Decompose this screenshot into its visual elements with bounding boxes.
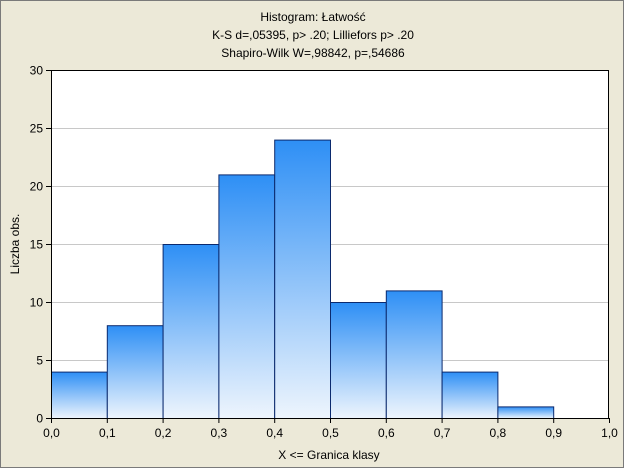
- histogram-bar: [274, 139, 332, 419]
- y-tick-label: 30: [30, 64, 44, 78]
- histogram-bar: [106, 325, 164, 420]
- x-tick-label: 0,7: [434, 426, 451, 440]
- x-tick-label: 1,0: [601, 426, 618, 440]
- histogram-bar: [51, 371, 108, 420]
- x-tick-label: 0,5: [322, 426, 339, 440]
- x-tick-label: 0,3: [211, 426, 228, 440]
- chart-title: Histogram: Łatwość: [260, 10, 366, 24]
- y-tick-label: 10: [30, 296, 44, 310]
- chart-subtitle-ks: K-S d=,05395, p> .20; Lilliefors p> .20: [212, 28, 414, 42]
- y-tick-label: 0: [36, 412, 43, 426]
- histogram-bar: [497, 406, 555, 419]
- histogram-bar: [330, 302, 387, 419]
- x-tick-label: 0,1: [99, 426, 116, 440]
- x-tick-label: 0,8: [490, 426, 507, 440]
- x-tick-label: 0,4: [266, 426, 283, 440]
- x-axis-title: X <= Granica klasy: [278, 448, 379, 462]
- y-tick-label: 25: [30, 122, 44, 136]
- histogram-bar: [441, 371, 499, 420]
- chart-subtitle-sw: Shapiro-Wilk W=,98842, p=,54686: [221, 46, 405, 60]
- x-tick-label: 0,2: [155, 426, 172, 440]
- histogram-bar: [218, 174, 276, 419]
- y-tick-label: 5: [36, 354, 43, 368]
- histogram-bar: [162, 244, 220, 419]
- x-tick-label: 0,9: [545, 426, 562, 440]
- y-tick-label: 20: [30, 180, 44, 194]
- y-axis-title: Liczba obs.: [8, 214, 22, 275]
- x-tick-label: 0,0: [43, 426, 60, 440]
- x-tick-label: 0,6: [378, 426, 395, 440]
- y-tick-label: 15: [30, 238, 44, 252]
- histogram-bar: [385, 290, 443, 419]
